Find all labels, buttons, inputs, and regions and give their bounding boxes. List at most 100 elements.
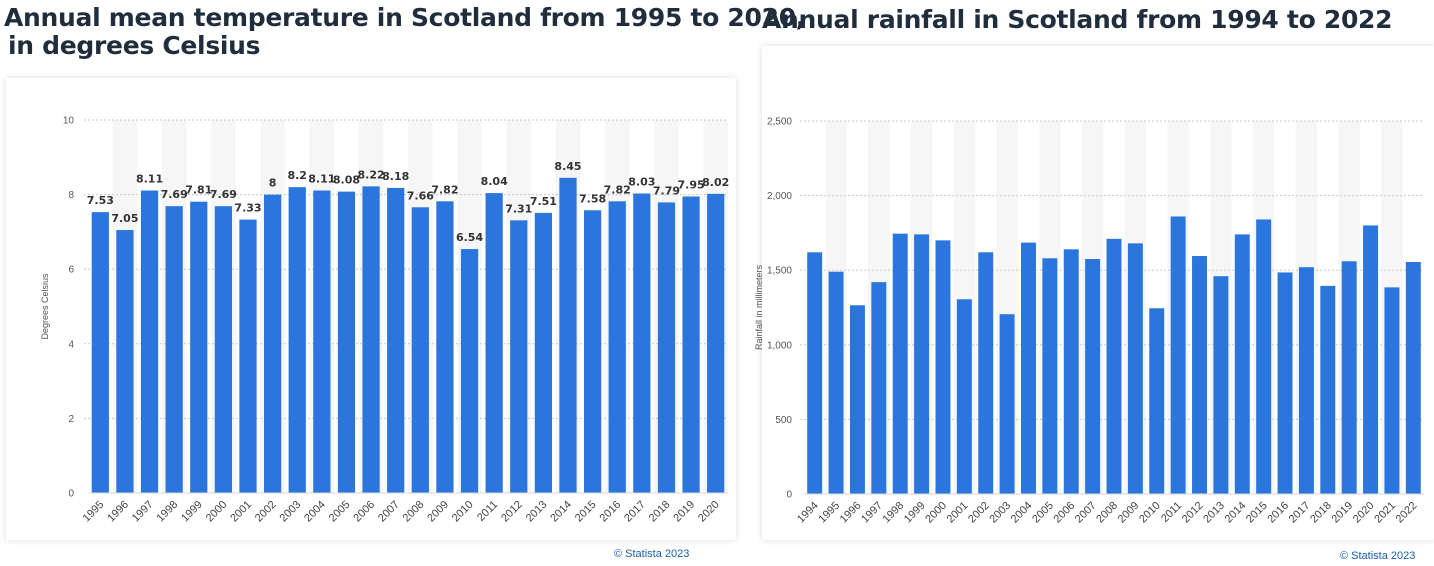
rainfall-x-tick-label: 2007 [1073,500,1099,526]
temperature-bar-2020[interactable] [707,193,725,493]
temperature-data-label: 8.03 [628,175,655,188]
rainfall-bar-2016[interactable] [1277,272,1293,494]
temperature-bar-2002[interactable] [264,194,282,493]
rainfall-bar-2004[interactable] [1021,242,1036,494]
temperature-bar-2007[interactable] [387,187,405,494]
temperature-x-tick-label: 2008 [401,499,427,525]
rainfall-x-tick-label: 1996 [838,500,864,526]
temperature-data-label: 6.54 [456,231,483,244]
temperature-bar-1996[interactable] [116,230,134,493]
rainfall-x-tick-label: 1997 [859,500,885,526]
temperature-bar-1995[interactable] [91,212,109,494]
temperature-bar-2017[interactable] [633,193,651,493]
rainfall-bar-1997[interactable] [871,282,887,494]
temperature-x-tick-label: 2011 [475,499,500,524]
rainfall-y-tick-label: 2,000 [767,191,792,202]
rainfall-bar-2010[interactable] [1149,308,1165,494]
temperature-bar-2016[interactable] [608,201,626,493]
temperature-x-tick-label: 2019 [671,499,697,525]
rainfall-y-tick-label: 2,500 [767,117,792,128]
rainfall-bar-2005[interactable] [1042,258,1058,494]
temperature-data-label: 7.51 [530,195,557,208]
rainfall-bar-2001[interactable] [956,299,972,494]
rainfall-bar-2006[interactable] [1063,249,1079,494]
rainfall-bar-2003[interactable] [999,314,1015,494]
temperature-bar-2010[interactable] [460,249,479,493]
rainfall-x-tick-label: 2001 [945,500,971,526]
temperature-bar-1998[interactable] [165,206,183,493]
rainfall-bar-2012[interactable] [1192,256,1207,494]
rainfall-x-tick-label: 1995 [816,500,842,526]
temperature-bar-2000[interactable] [214,206,232,493]
rainfall-bar-2022[interactable] [1405,261,1421,494]
temperature-data-label: 7.69 [161,188,188,201]
temperature-bar-2015[interactable] [584,210,602,494]
temperature-x-tick-label: 1996 [105,499,131,525]
rainfall-bar-2014[interactable] [1234,234,1250,494]
rainfall-bar-1995[interactable] [828,271,844,494]
temperature-bar-2013[interactable] [534,212,552,493]
rainfall-bar-2015[interactable] [1256,219,1272,495]
rainfall-bar-2020[interactable] [1363,225,1379,494]
temperature-bar-2003[interactable] [288,187,306,493]
rainfall-bar-2013[interactable] [1213,276,1229,494]
temperature-x-tick-label: 2007 [376,499,402,525]
temperature-bar-2019[interactable] [682,196,700,493]
rainfall-y-tick-label: 0 [786,490,792,501]
temperature-x-tick-label: 2014 [548,499,574,525]
rainfall-bar-1996[interactable] [849,305,865,494]
temperature-data-label: 7.81 [185,184,212,197]
temperature-bar-2018[interactable] [657,202,676,494]
rainfall-bar-1994[interactable] [807,252,823,494]
rainfall-bar-2011[interactable] [1170,216,1186,494]
rainfall-x-tick-label: 2010 [1137,500,1163,526]
rainfall-bar-2021[interactable] [1384,287,1400,494]
temperature-bar-2004[interactable] [313,190,331,493]
temperature-y-tick-label: 8 [68,190,74,201]
rainfall-bar-2002[interactable] [978,252,994,494]
temperature-title-line1: Annual mean temperature in Scotland from… [4,3,805,32]
temperature-x-tick-label: 2015 [573,499,599,525]
rainfall-bar-1998[interactable] [892,233,908,494]
temperature-bar-2006[interactable] [362,186,380,494]
temperature-data-label: 7.33 [234,202,261,215]
temperature-chart-card: 0 2 4 6 8 10 Degrees Celsius 7.53 1995 7.05 1996 8.… [6,78,736,540]
temperature-data-label: 7.05 [111,212,138,225]
temperature-bar-2005[interactable] [337,191,356,493]
temperature-bar-1999[interactable] [190,201,208,493]
rainfall-x-tick-label: 1994 [795,500,821,526]
rainfall-bar-2008[interactable] [1106,238,1122,494]
rainfall-x-tick-label: 2002 [966,500,992,526]
rainfall-bar-2017[interactable] [1298,267,1314,494]
rainfall-bar-2000[interactable] [935,240,951,494]
temperature-x-tick-label: 1998 [154,499,180,525]
temperature-bar-2014[interactable] [559,177,577,493]
rainfall-y-tick-label: 1,500 [767,266,792,277]
rainfall-bar-1999[interactable] [914,234,930,494]
temperature-x-tick-label: 2000 [204,499,230,525]
rainfall-y-tick-label: 500 [775,415,792,426]
temperature-data-label: 7.31 [505,202,532,215]
rainfall-x-tick-label: 2008 [1094,500,1120,526]
temperature-panel: Annual mean temperature in Scotland from… [4,4,805,561]
rainfall-x-tick-label: 2003 [987,500,1013,526]
temperature-bar-2012[interactable] [510,220,528,493]
rainfall-bar-2018[interactable] [1320,285,1336,494]
rainfall-bar-2007[interactable] [1085,259,1101,494]
temperature-bar-2001[interactable] [239,219,257,493]
temperature-y-tick-label: 6 [68,265,74,276]
rainfall-bar-2009[interactable] [1127,243,1143,494]
temperature-bar-2008[interactable] [411,207,429,494]
rainfall-x-tick-label: 2020 [1351,500,1377,526]
statista-credit[interactable]: © Statista 2023 [614,548,690,560]
temperature-title-line2: in degrees Celsius [8,31,261,60]
rainfall-x-tick-label: 2000 [923,500,949,526]
temperature-x-tick-label: 1995 [81,499,107,525]
temperature-bar-1997[interactable] [140,190,159,493]
temperature-data-label: 8.11 [308,172,335,185]
temperature-bar-2009[interactable] [436,201,454,493]
statista-credit[interactable]: © Statista 2023 [1340,550,1416,562]
temperature-bar-2011[interactable] [485,193,503,493]
rainfall-x-tick-label: 2012 [1180,500,1206,526]
rainfall-bar-2019[interactable] [1341,261,1357,494]
